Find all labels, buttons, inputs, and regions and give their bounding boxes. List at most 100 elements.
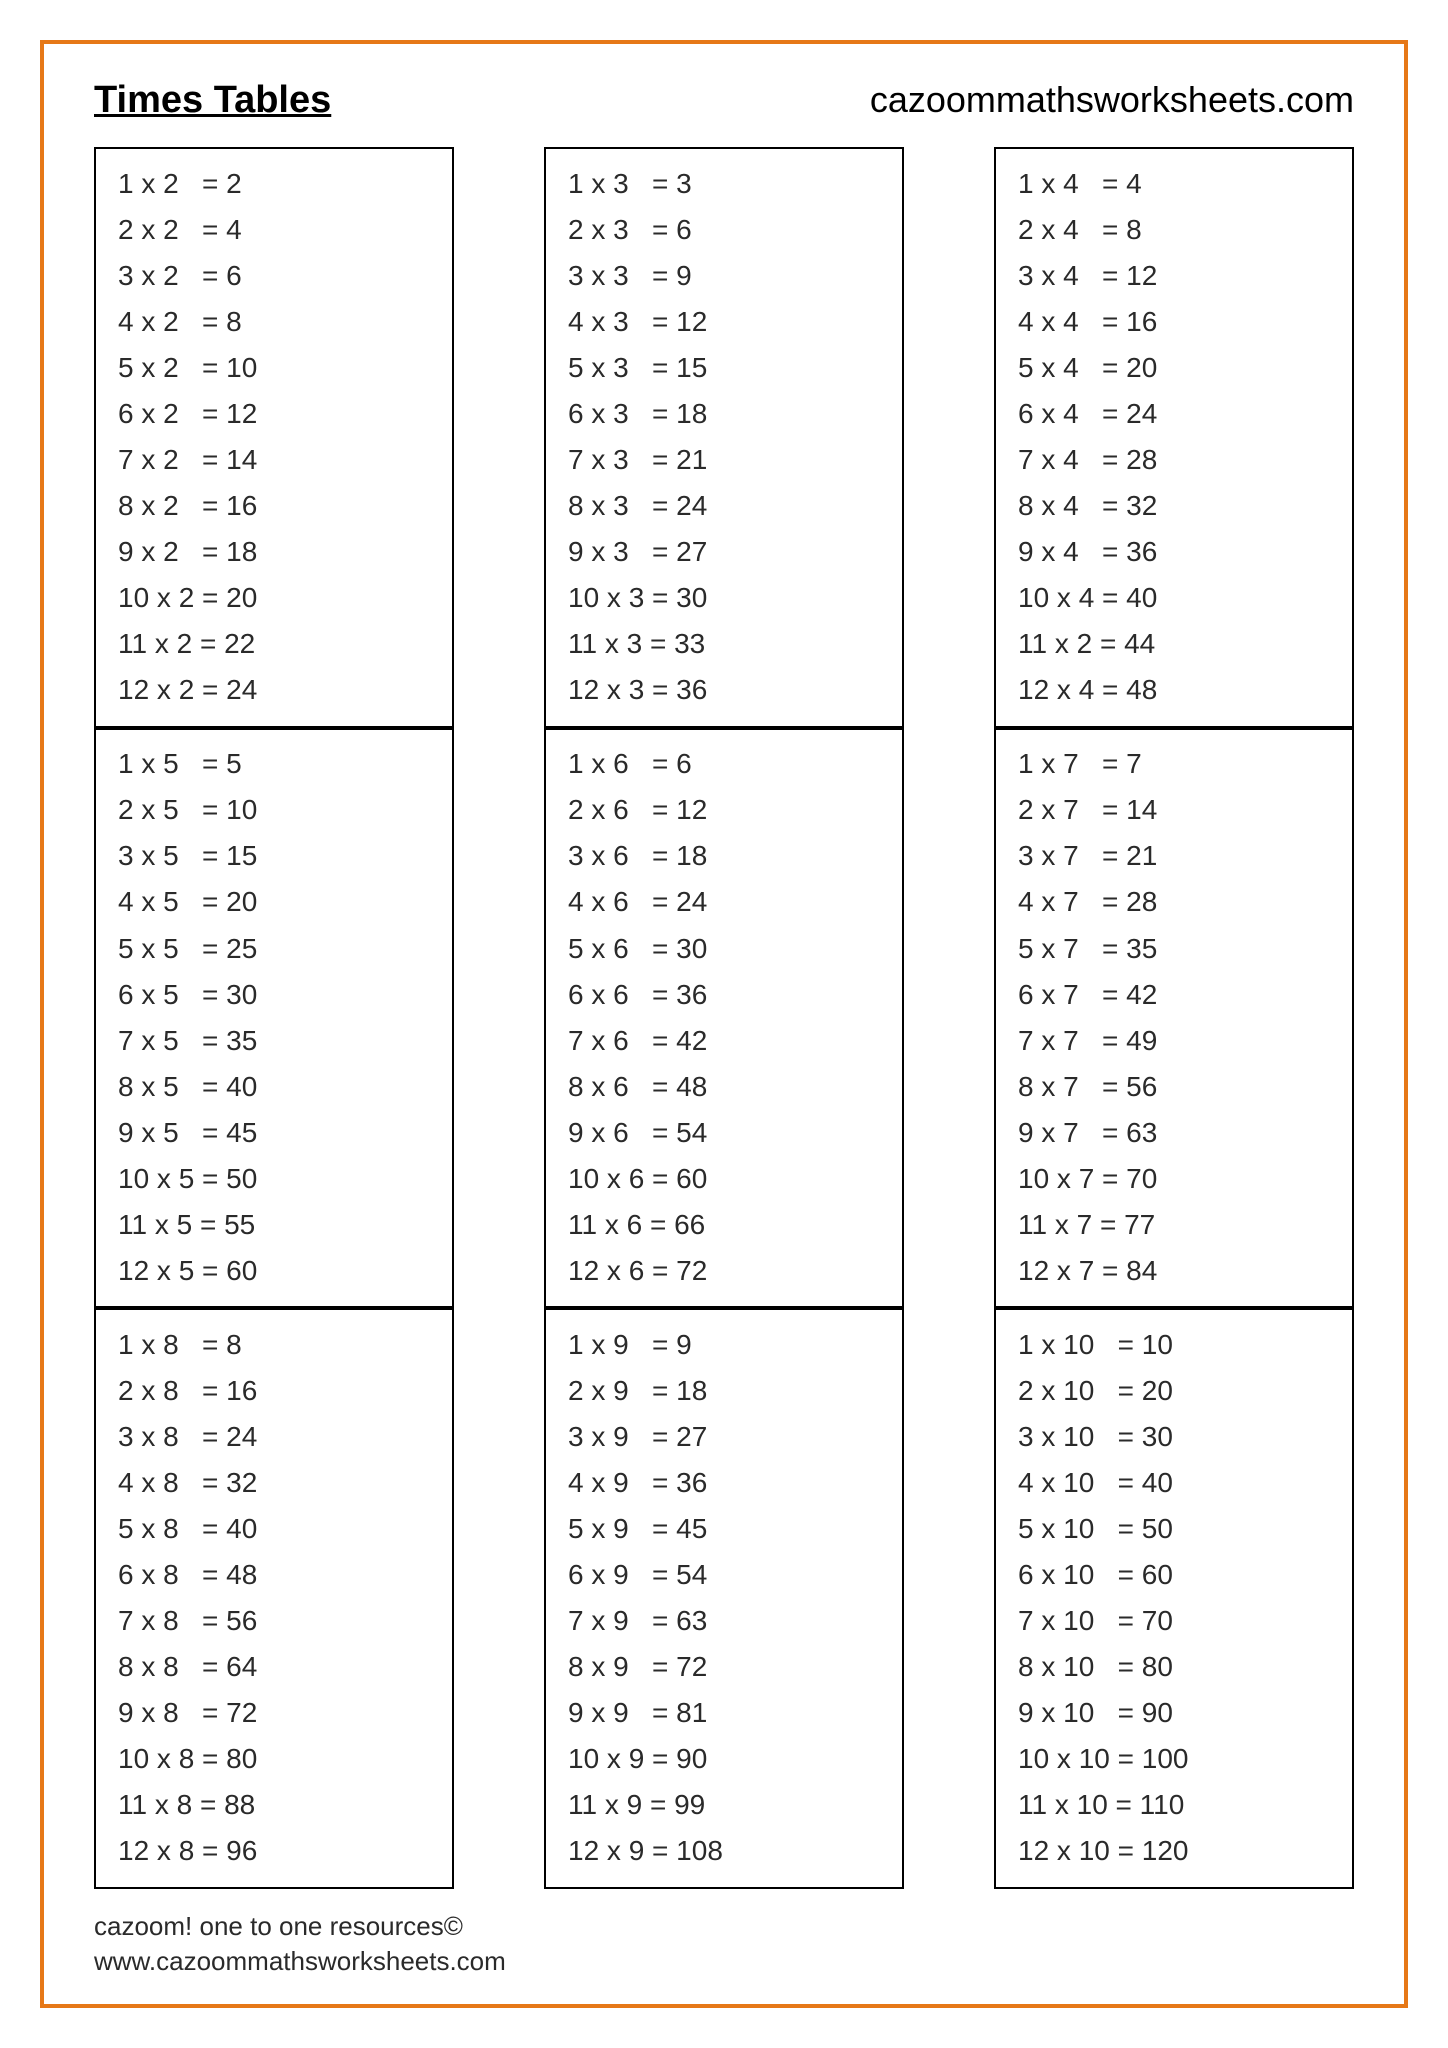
times-table-box-6: 1 x 6 = 62 x 6 = 123 x 6 = 184 x 6 = 245… xyxy=(544,728,904,1309)
table-row: 9 x 5 = 45 xyxy=(118,1113,430,1154)
table-row: 8 x 7 = 56 xyxy=(1018,1067,1330,1108)
table-row: 7 x 5 = 35 xyxy=(118,1021,430,1062)
table-row: 7 x 2 = 14 xyxy=(118,440,430,481)
table-row: 6 x 9 = 54 xyxy=(568,1555,880,1596)
table-row: 8 x 9 = 72 xyxy=(568,1647,880,1688)
times-table-box-5: 1 x 5 = 5 2 x 5 = 10 3 x 5 = 15 4 x 5 = 20 5… xyxy=(94,728,454,1309)
table-row: 6 x 3 = 18 xyxy=(568,394,880,435)
table-row: 10 x 10 = 100 xyxy=(1018,1739,1330,1780)
table-row: 4 x 6 = 24 xyxy=(568,882,880,923)
table-row: 5 x 9 = 45 xyxy=(568,1509,880,1550)
table-row: 7 x 9 = 63 xyxy=(568,1601,880,1642)
table-row: 2 x 2 = 4 xyxy=(118,210,430,251)
table-row: 5 x 10 = 50 xyxy=(1018,1509,1330,1550)
table-row: 8 x 2 = 16 xyxy=(118,486,430,527)
table-row: 5 x 7 = 35 xyxy=(1018,929,1330,970)
table-row: 10 x 7 = 70 xyxy=(1018,1159,1330,1200)
tables-grid: 1 x 2 = 2 2 x 2 = 4 3 x 2 = 6 4 x 2 = 8 5 x … xyxy=(94,147,1354,1889)
table-row: 1 x 7 = 7 xyxy=(1018,744,1330,785)
table-row: 1 x 3 = 3 xyxy=(568,164,880,205)
table-row: 3 x 9 = 27 xyxy=(568,1417,880,1458)
table-row: 7 x 6 = 42 xyxy=(568,1021,880,1062)
table-row: 10 x 6 = 60 xyxy=(568,1159,880,1200)
table-row: 12 x 9 = 108 xyxy=(568,1831,880,1872)
table-row: 6 x 8 = 48 xyxy=(118,1555,430,1596)
table-row: 4 x 9 = 36 xyxy=(568,1463,880,1504)
table-row: 6 x 4 = 24 xyxy=(1018,394,1330,435)
times-table-box-10: 1 x 10 = 102 x 10 = 203 x 10 = 304 x 10 … xyxy=(994,1308,1354,1889)
table-row: 6 x 7 = 42 xyxy=(1018,975,1330,1016)
table-row: 6 x 6 = 36 xyxy=(568,975,880,1016)
table-row: 9 x 3 = 27 xyxy=(568,532,880,573)
table-row: 10 x 4 = 40 xyxy=(1018,578,1330,619)
table-row: 3 x 2 = 6 xyxy=(118,256,430,297)
times-table-box-7: 1 x 7 = 72 x 7 = 143 x 7 = 214 x 7 = 285… xyxy=(994,728,1354,1309)
table-row: 1 x 10 = 10 xyxy=(1018,1325,1330,1366)
table-row: 3 x 5 = 15 xyxy=(118,836,430,877)
table-row: 9 x 10 = 90 xyxy=(1018,1693,1330,1734)
table-row: 8 x 10 = 80 xyxy=(1018,1647,1330,1688)
table-row: 11 x 8 = 88 xyxy=(118,1785,430,1826)
table-row: 3 x 3 = 9 xyxy=(568,256,880,297)
table-row: 6 x 10 = 60 xyxy=(1018,1555,1330,1596)
table-row: 4 x 4 = 16 xyxy=(1018,302,1330,343)
table-row: 3 x 7 = 21 xyxy=(1018,836,1330,877)
table-row: 9 x 6 = 54 xyxy=(568,1113,880,1154)
table-row: 8 x 6 = 48 xyxy=(568,1067,880,1108)
table-row: 1 x 6 = 6 xyxy=(568,744,880,785)
worksheet-frame: Times Tables cazoommathsworksheets.com 1… xyxy=(40,40,1408,2008)
table-row: 11 x 3 = 33 xyxy=(568,624,880,665)
table-row: 4 x 2 = 8 xyxy=(118,302,430,343)
footer-line-1: cazoom! one to one resources© xyxy=(94,1909,1354,1944)
table-row: 6 x 5 = 30 xyxy=(118,975,430,1016)
table-row: 4 x 8 = 32 xyxy=(118,1463,430,1504)
table-row: 12 x 7 = 84 xyxy=(1018,1251,1330,1292)
table-row: 8 x 5 = 40 xyxy=(118,1067,430,1108)
times-table-box-2: 1 x 2 = 2 2 x 2 = 4 3 x 2 = 6 4 x 2 = 8 5 x … xyxy=(94,147,454,728)
table-row: 9 x 7 = 63 xyxy=(1018,1113,1330,1154)
table-row: 12 x 10 = 120 xyxy=(1018,1831,1330,1872)
table-row: 5 x 8 = 40 xyxy=(118,1509,430,1550)
times-table-box-3: 1 x 3 = 32 x 3 = 63 x 3 = 94 x 3 = 125 x… xyxy=(544,147,904,728)
page-title: Times Tables xyxy=(94,79,331,122)
times-table-box-8: 1 x 8 = 82 x 8 = 163 x 8 = 244 x 8 = 325… xyxy=(94,1308,454,1889)
table-row: 1 x 5 = 5 xyxy=(118,744,430,785)
table-row: 12 x 2 = 24 xyxy=(118,670,430,711)
table-row: 7 x 8 = 56 xyxy=(118,1601,430,1642)
table-row: 8 x 3 = 24 xyxy=(568,486,880,527)
table-row: 2 x 3 = 6 xyxy=(568,210,880,251)
website-label: cazoommathsworksheets.com xyxy=(870,79,1354,121)
table-row: 5 x 3 = 15 xyxy=(568,348,880,389)
table-row: 12 x 4 = 48 xyxy=(1018,670,1330,711)
table-row: 11 x 10 = 110 xyxy=(1018,1785,1330,1826)
table-row: 10 x 2 = 20 xyxy=(118,578,430,619)
table-row: 3 x 4 = 12 xyxy=(1018,256,1330,297)
table-row: 4 x 10 = 40 xyxy=(1018,1463,1330,1504)
table-row: 10 x 9 = 90 xyxy=(568,1739,880,1780)
table-row: 9 x 4 = 36 xyxy=(1018,532,1330,573)
table-row: 10 x 8 = 80 xyxy=(118,1739,430,1780)
table-row: 12 x 8 = 96 xyxy=(118,1831,430,1872)
table-row: 12 x 5 = 60 xyxy=(118,1251,430,1292)
table-row: 6 x 2 = 12 xyxy=(118,394,430,435)
table-row: 8 x 4 = 32 xyxy=(1018,486,1330,527)
table-row: 2 x 9 = 18 xyxy=(568,1371,880,1412)
table-row: 7 x 10 = 70 xyxy=(1018,1601,1330,1642)
table-row: 1 x 2 = 2 xyxy=(118,164,430,205)
table-row: 9 x 2 = 18 xyxy=(118,532,430,573)
table-row: 9 x 9 = 81 xyxy=(568,1693,880,1734)
table-row: 10 x 5 = 50 xyxy=(118,1159,430,1200)
table-row: 2 x 5 = 10 xyxy=(118,790,430,831)
table-row: 4 x 5 = 20 xyxy=(118,882,430,923)
table-row: 11 x 2 = 22 xyxy=(118,624,430,665)
table-row: 3 x 10 = 30 xyxy=(1018,1417,1330,1458)
table-row: 5 x 5 = 25 xyxy=(118,929,430,970)
times-table-box-9: 1 x 9 = 92 x 9 = 183 x 9 = 274 x 9 = 365… xyxy=(544,1308,904,1889)
table-row: 1 x 4 = 4 xyxy=(1018,164,1330,205)
header: Times Tables cazoommathsworksheets.com xyxy=(94,79,1354,122)
table-row: 11 x 2 = 44 xyxy=(1018,624,1330,665)
table-row: 5 x 2 = 10 xyxy=(118,348,430,389)
table-row: 7 x 4 = 28 xyxy=(1018,440,1330,481)
table-row: 9 x 8 = 72 xyxy=(118,1693,430,1734)
footer-line-2: www.cazoommathsworksheets.com xyxy=(94,1944,1354,1979)
